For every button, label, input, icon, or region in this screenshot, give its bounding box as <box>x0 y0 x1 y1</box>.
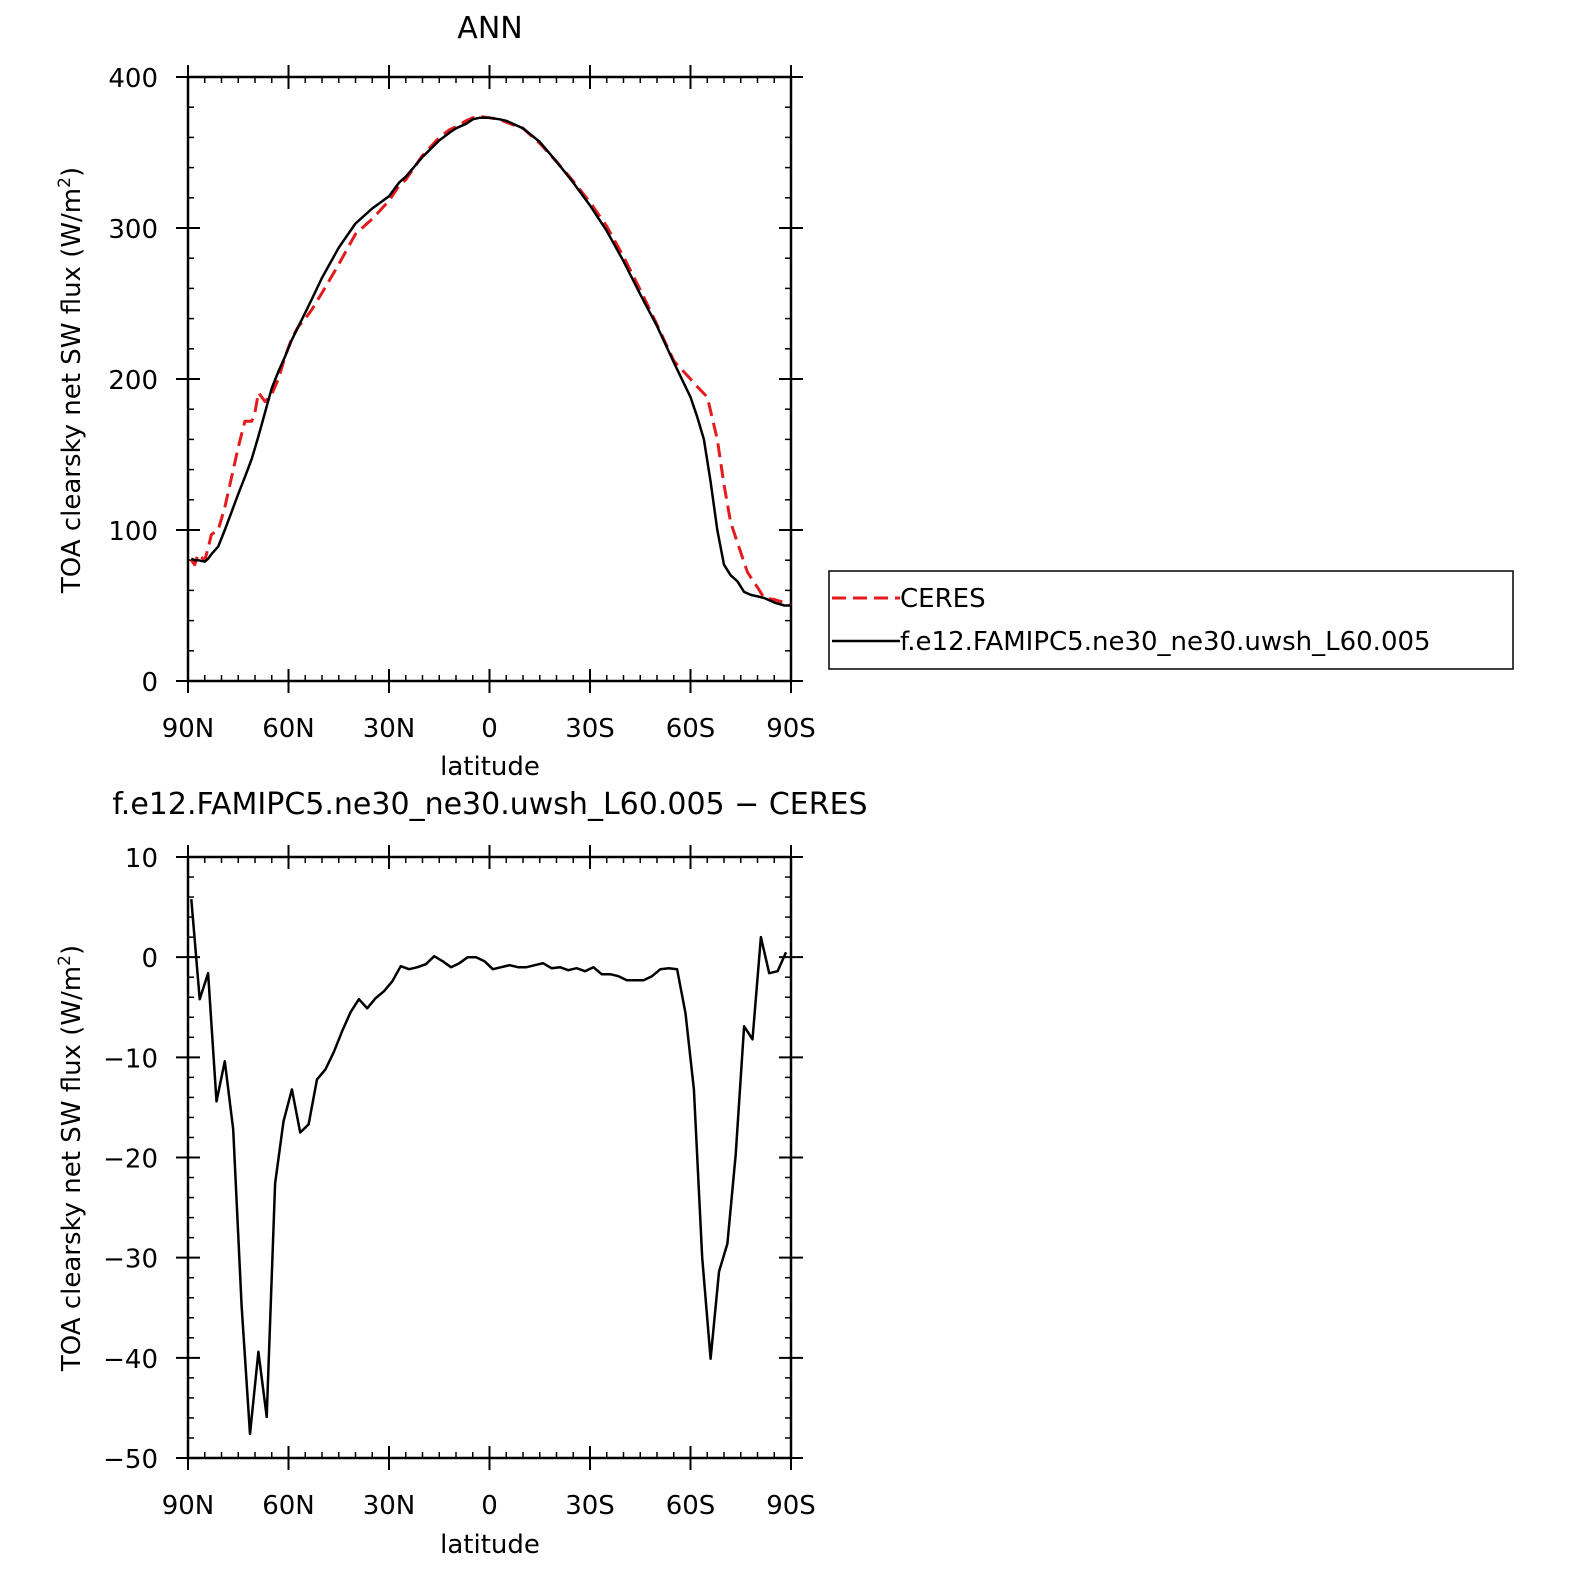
y-tick-label: 300 <box>108 215 158 245</box>
x-tick-label: 0 <box>481 1491 498 1521</box>
y-tick-label: −50 <box>103 1445 158 1475</box>
chart-panel-top: ANN 90N 60N 30N 0 30S 60S 90S 0 100 200 300 400 lat… <box>55 11 816 782</box>
y-tick-label: 100 <box>108 517 158 547</box>
y-tick-label: −10 <box>103 1044 158 1074</box>
chart-title-bottom: f.e12.FAMIPC5.ne30_ne30.uwsh_L60.005 − C… <box>112 787 867 822</box>
x-tick-label: 60S <box>666 714 716 744</box>
x-tick-label: 90S <box>766 714 816 744</box>
x-tick-label: 30S <box>565 714 615 744</box>
legend-label-model: f.e12.FAMIPC5.ne30_ne30.uwsh_L60.005 <box>900 627 1431 657</box>
x-tick-label: 90S <box>766 1491 816 1521</box>
y-tick-label: 200 <box>108 366 158 396</box>
y-tick-label: 0 <box>141 944 158 974</box>
series-line-model-1 <box>190 898 788 1436</box>
y-axis-label-bottom: TOA clearsky net SW flux (W/m2) <box>55 945 87 1372</box>
x-axis-label-bottom: latitude <box>440 1530 540 1560</box>
x-axis-label-top: latitude <box>440 752 540 782</box>
plot-frame-top <box>186 75 793 683</box>
x-tick-label: 30S <box>565 1491 615 1521</box>
y-tick-label: −20 <box>103 1145 158 1175</box>
y-tick-label: 0 <box>141 668 158 698</box>
series-group-bottom <box>190 898 788 1436</box>
y-axis-label-top: TOA clearsky net SW flux (W/m2) <box>55 167 87 594</box>
axis-ticks-top: 90N 60N 30N 0 30S 60S 90S 0 100 200 300 400 <box>108 64 815 744</box>
y-tick-label: −30 <box>103 1245 158 1275</box>
legend-label-ceres: CERES <box>900 584 986 614</box>
y-tick-label: −40 <box>103 1345 158 1375</box>
x-tick-label: 60N <box>262 714 315 744</box>
chart-title-top: ANN <box>457 11 522 46</box>
x-tick-label: 0 <box>481 714 498 744</box>
legend: CERES f.e12.FAMIPC5.ne30_ne30.uwsh_L60.0… <box>828 570 1514 670</box>
x-tick-label: 90N <box>162 1491 215 1521</box>
series-line-ceres-0 <box>190 114 792 607</box>
y-tick-label: 400 <box>108 64 158 94</box>
x-tick-label: 60S <box>666 1491 716 1521</box>
legend-box <box>828 570 1514 670</box>
chart-panel-bottom: f.e12.FAMIPC5.ne30_ne30.uwsh_L60.005 − C… <box>55 787 868 1560</box>
x-tick-label: 90N <box>162 714 215 744</box>
series-group-top <box>190 114 792 607</box>
axis-ticks-bottom: 90N 60N 30N 0 30S 60S 90S 10 0 −10 −20 −30 −40 −50 <box>103 844 816 1521</box>
y-tick-label: 10 <box>125 844 158 874</box>
x-tick-label: 30N <box>363 714 416 744</box>
series-line-model-0 <box>190 116 791 607</box>
x-tick-label: 30N <box>363 1491 416 1521</box>
x-tick-label: 60N <box>262 1491 315 1521</box>
